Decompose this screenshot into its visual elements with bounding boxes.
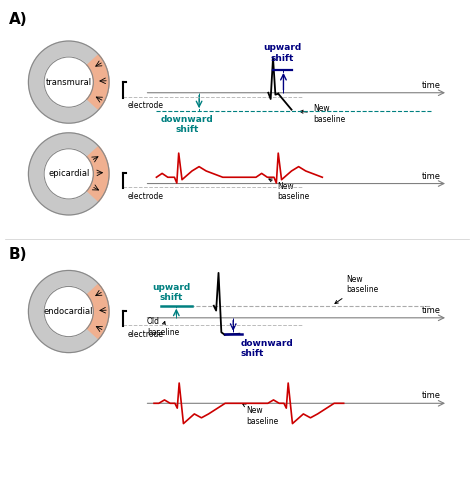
Text: electrode: electrode — [128, 101, 164, 111]
Circle shape — [44, 57, 93, 107]
Text: electrode: electrode — [128, 330, 164, 339]
Circle shape — [28, 133, 109, 215]
Circle shape — [44, 149, 93, 199]
Text: time: time — [422, 391, 441, 400]
Text: electrode: electrode — [128, 192, 164, 201]
Wedge shape — [87, 55, 109, 110]
Text: Old
baseline: Old baseline — [147, 317, 179, 337]
Wedge shape — [87, 146, 109, 201]
Text: time: time — [422, 306, 441, 315]
Wedge shape — [87, 284, 109, 339]
Text: upward
shift: upward shift — [153, 283, 191, 302]
Text: B): B) — [9, 247, 27, 262]
Text: transmural: transmural — [46, 78, 92, 86]
Text: epicardial: epicardial — [48, 170, 90, 178]
Text: New
baseline: New baseline — [243, 404, 279, 426]
Circle shape — [28, 41, 109, 123]
Text: A): A) — [9, 12, 27, 27]
Text: New
baseline: New baseline — [300, 104, 345, 124]
Text: downward
shift: downward shift — [161, 115, 214, 134]
Text: time: time — [422, 81, 441, 90]
Text: endocardial: endocardial — [44, 307, 93, 316]
Text: upward
shift: upward shift — [263, 43, 301, 63]
Circle shape — [44, 286, 93, 337]
Text: time: time — [422, 171, 441, 181]
Text: New
baseline: New baseline — [269, 179, 310, 201]
Text: downward
shift: downward shift — [240, 339, 293, 358]
Circle shape — [28, 270, 109, 353]
Text: New
baseline: New baseline — [335, 275, 378, 303]
